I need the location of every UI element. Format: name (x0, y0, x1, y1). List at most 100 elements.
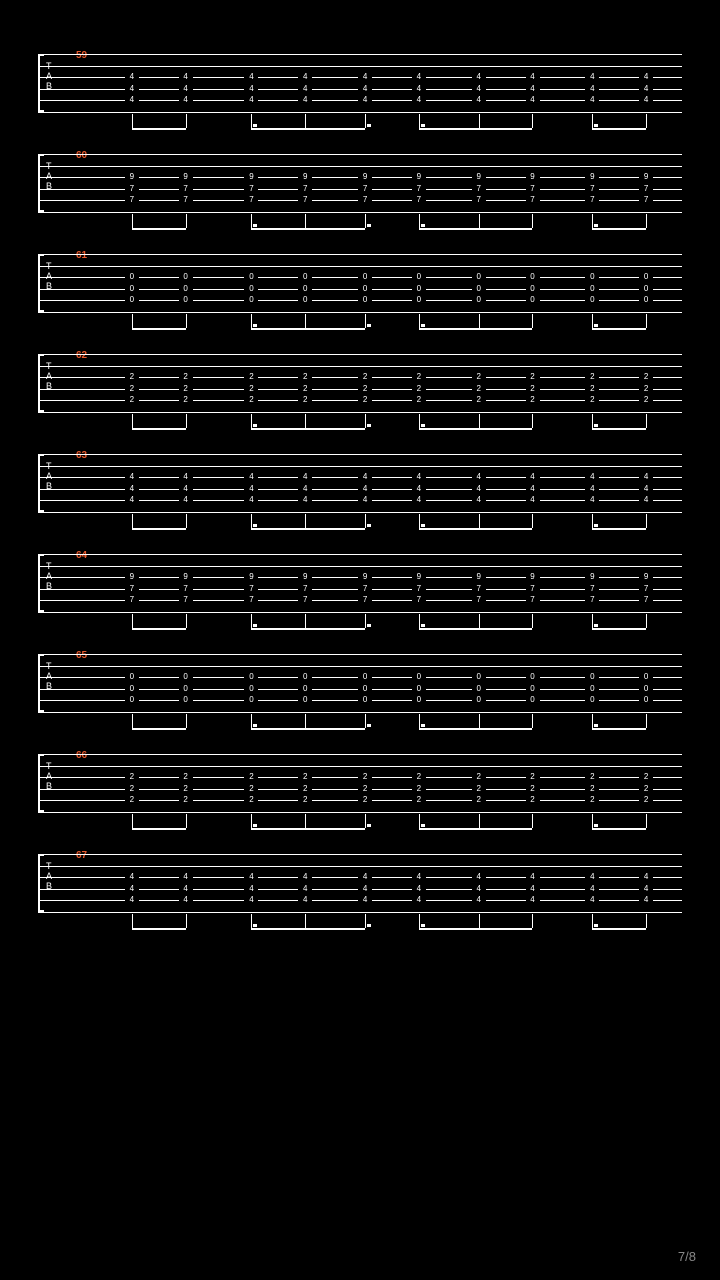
fret-number: 9 (244, 173, 258, 181)
chord-column: 000 (585, 254, 599, 312)
fret-number: 4 (585, 96, 599, 104)
fret-number: 0 (526, 673, 540, 681)
fret-number: 7 (585, 196, 599, 204)
fret-number: 4 (585, 73, 599, 81)
note-stem (132, 914, 133, 928)
string-line (38, 812, 682, 813)
string-line (38, 112, 682, 113)
note-stem (251, 814, 252, 828)
fret-number: 4 (358, 896, 372, 904)
fret-number: 9 (639, 173, 653, 181)
fret-number: 0 (179, 685, 193, 693)
fret-number: 4 (526, 473, 540, 481)
chord-column: 222 (358, 754, 372, 812)
fret-number: 7 (244, 196, 258, 204)
note-stem (479, 714, 480, 728)
fret-number: 4 (125, 896, 139, 904)
fret-number: 4 (244, 873, 258, 881)
fret-number: 4 (298, 85, 312, 93)
fret-number: 7 (472, 596, 486, 604)
fret-number: 4 (244, 96, 258, 104)
beam-line (592, 228, 646, 230)
fret-number: 2 (125, 785, 139, 793)
fret-number: 2 (412, 773, 426, 781)
beam-flag (253, 824, 257, 827)
chord-column: 444 (358, 454, 372, 512)
beam-group (419, 314, 533, 330)
fret-number: 2 (526, 773, 540, 781)
fret-number: 0 (358, 273, 372, 281)
fret-number: 2 (412, 396, 426, 404)
tab-staff: TAB444444444444444444444444444444 (38, 54, 682, 112)
fret-number: 9 (125, 173, 139, 181)
chord-column: 977 (298, 154, 312, 212)
chord-column: 977 (179, 554, 193, 612)
fret-number: 0 (244, 273, 258, 281)
fret-number: 0 (639, 685, 653, 693)
chord-column: 444 (298, 54, 312, 112)
note-stem (251, 914, 252, 928)
fret-number: 7 (298, 596, 312, 604)
note-stem (532, 214, 533, 228)
chord-column: 977 (125, 154, 139, 212)
fret-number: 2 (412, 796, 426, 804)
fret-number: 4 (412, 885, 426, 893)
note-stem (479, 914, 480, 928)
beam-group (592, 114, 646, 130)
fret-number: 0 (526, 273, 540, 281)
chord-column: 444 (412, 54, 426, 112)
chord-column: 977 (412, 154, 426, 212)
fret-number: 0 (298, 673, 312, 681)
fret-number: 4 (639, 885, 653, 893)
fret-number: 2 (526, 373, 540, 381)
fret-number: 0 (358, 685, 372, 693)
fret-number: 2 (585, 785, 599, 793)
fret-number: 4 (585, 896, 599, 904)
note-stem (305, 314, 306, 328)
fret-number: 7 (358, 196, 372, 204)
fret-number: 7 (526, 585, 540, 593)
fret-number: 0 (358, 296, 372, 304)
fret-number: 0 (526, 296, 540, 304)
chord-column: 222 (585, 754, 599, 812)
note-stem (592, 314, 593, 328)
note-stem (479, 814, 480, 828)
fret-number: 2 (125, 796, 139, 804)
note-stem (646, 614, 647, 628)
chord-column: 444 (526, 854, 540, 912)
fret-number: 2 (125, 385, 139, 393)
fret-number: 4 (585, 485, 599, 493)
fret-number: 4 (639, 85, 653, 93)
tab-measure: 60TAB977977977977977977977977977977 (38, 154, 682, 212)
chord-column: 444 (125, 854, 139, 912)
notes-area: 222222222222222222222222222222 (84, 354, 682, 412)
chord-column: 444 (298, 454, 312, 512)
fret-number: 0 (412, 673, 426, 681)
fret-number: 2 (472, 796, 486, 804)
note-stem (646, 514, 647, 528)
staff-bracket (38, 454, 44, 512)
fret-number: 4 (298, 873, 312, 881)
fret-number: 4 (412, 873, 426, 881)
fret-number: 2 (244, 785, 258, 793)
fret-number: 4 (298, 485, 312, 493)
beam-line (132, 928, 186, 930)
fret-number: 2 (179, 785, 193, 793)
fret-number: 7 (412, 596, 426, 604)
beam-flag (367, 824, 371, 827)
fret-number: 2 (298, 773, 312, 781)
fret-number: 7 (358, 585, 372, 593)
fret-number: 4 (412, 85, 426, 93)
fret-number: 0 (244, 285, 258, 293)
fret-number: 2 (244, 396, 258, 404)
note-stem (132, 514, 133, 528)
note-stem (251, 414, 252, 428)
beam-group (251, 114, 365, 130)
beam-group (251, 314, 365, 330)
fret-number: 0 (639, 285, 653, 293)
note-stem (132, 814, 133, 828)
beam-group (132, 314, 186, 330)
beam-line (592, 728, 646, 730)
staff-bracket (38, 754, 44, 812)
fret-number: 0 (244, 296, 258, 304)
